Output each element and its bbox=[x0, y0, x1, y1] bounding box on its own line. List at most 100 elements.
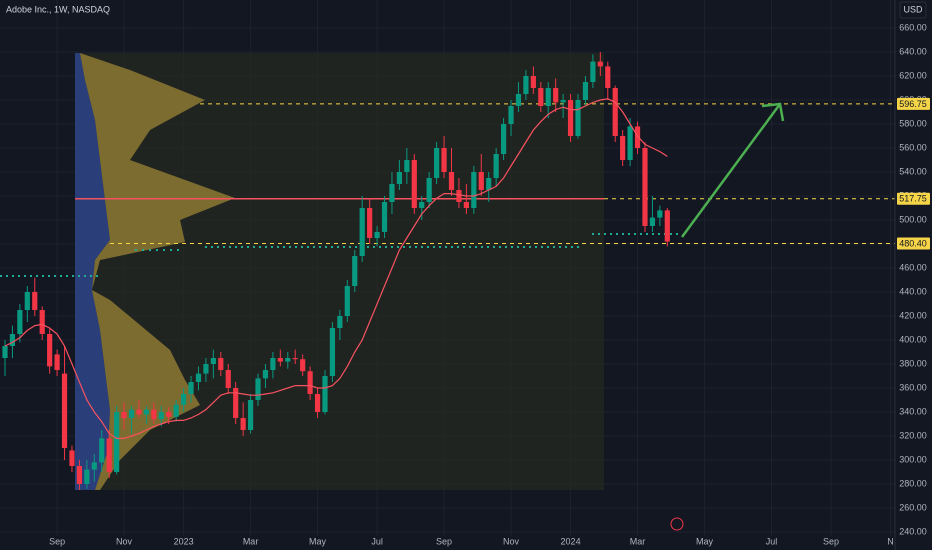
candle-body bbox=[612, 88, 618, 136]
candle-body bbox=[300, 359, 306, 372]
y-tick-label: 460.00 bbox=[899, 262, 927, 272]
candle-body bbox=[2, 346, 8, 358]
candle-body bbox=[329, 328, 336, 376]
candle-body bbox=[121, 412, 127, 418]
x-tick-label: Jul bbox=[371, 536, 383, 546]
candle-body bbox=[471, 172, 477, 208]
candle-body bbox=[649, 217, 656, 226]
x-tick-label: 2023 bbox=[174, 536, 194, 546]
candle-body bbox=[240, 418, 246, 430]
candle-body bbox=[285, 358, 291, 362]
level-label-box bbox=[897, 237, 930, 250]
candle-body bbox=[567, 100, 574, 136]
level-label-box bbox=[897, 192, 930, 205]
y-tick-label: 620.00 bbox=[899, 70, 927, 80]
candle-body bbox=[307, 371, 313, 394]
candle-body bbox=[560, 100, 566, 103]
candle-body bbox=[434, 148, 440, 178]
level-label: 480.40 bbox=[899, 238, 927, 248]
candle-body bbox=[225, 370, 231, 388]
candle-body bbox=[195, 373, 202, 382]
candle-body bbox=[255, 378, 261, 400]
y-tick-label: 500.00 bbox=[899, 214, 927, 224]
y-tick-label: 560.00 bbox=[899, 142, 927, 152]
candle-body bbox=[553, 88, 559, 103]
candle-body bbox=[106, 438, 112, 472]
candle-body bbox=[441, 148, 447, 172]
candle-body bbox=[396, 172, 403, 184]
candle-body bbox=[627, 126, 633, 160]
y-tick-label: 320.00 bbox=[899, 430, 927, 440]
currency-box[interactable] bbox=[899, 1, 927, 19]
candle-body bbox=[582, 82, 589, 100]
candle-body bbox=[247, 400, 254, 430]
candle-body bbox=[508, 106, 514, 124]
x-tick-label: May bbox=[696, 536, 714, 546]
candle-body bbox=[158, 412, 164, 420]
x-tick-label: Mar bbox=[243, 536, 259, 546]
candle-body bbox=[218, 358, 224, 370]
y-tick-label: 300.00 bbox=[899, 454, 927, 464]
candle-body bbox=[188, 382, 194, 394]
candle-body bbox=[337, 316, 343, 328]
candle-body bbox=[523, 76, 529, 94]
event-icon[interactable] bbox=[670, 517, 684, 531]
currency: USD bbox=[903, 4, 923, 14]
y-tick-label: 660.00 bbox=[899, 22, 927, 32]
candle-body bbox=[381, 202, 388, 232]
candle-body bbox=[426, 178, 432, 202]
candle-body bbox=[493, 154, 499, 178]
candle-body bbox=[270, 358, 276, 370]
candle-body bbox=[151, 409, 157, 420]
candle-body bbox=[411, 160, 417, 208]
x-tick-label: Mar bbox=[630, 536, 646, 546]
y-tick-label: 640.00 bbox=[899, 46, 927, 56]
candle-body bbox=[114, 412, 120, 472]
candle-body bbox=[47, 334, 53, 367]
candle-body bbox=[128, 409, 135, 418]
candles bbox=[2, 52, 670, 490]
candle-body bbox=[389, 184, 395, 202]
candle-body bbox=[419, 202, 425, 208]
y-tick-label: 420.00 bbox=[899, 310, 927, 320]
candle-body bbox=[32, 292, 38, 310]
y-tick-label: 380.00 bbox=[899, 358, 927, 368]
candle-body bbox=[54, 354, 60, 370]
y-tick-label: 580.00 bbox=[899, 118, 927, 128]
x-tick-label: Nov bbox=[116, 536, 133, 546]
axis-labels: 240.00 260.00 280.00 300.00 320.00 340.00 360.… bbox=[49, 22, 930, 546]
candle-body bbox=[620, 136, 626, 160]
y-tick-label: 260.00 bbox=[899, 502, 927, 512]
x-tick-label: N bbox=[887, 536, 894, 546]
price-axis bbox=[895, 0, 932, 550]
candle-body bbox=[136, 409, 142, 415]
candle-body bbox=[575, 100, 581, 136]
candle-body bbox=[277, 358, 283, 362]
candle-body bbox=[203, 364, 209, 374]
candle-body bbox=[367, 208, 373, 238]
candle-body bbox=[69, 450, 75, 466]
level-label: 596.75 bbox=[899, 99, 927, 109]
x-tick-label: Sep bbox=[823, 536, 839, 546]
candle-body bbox=[76, 466, 83, 484]
y-tick-label: 240.00 bbox=[899, 526, 927, 536]
candle-body bbox=[463, 202, 469, 208]
candle-body bbox=[634, 126, 641, 148]
candle-body bbox=[84, 469, 90, 484]
chart-title: Adobe Inc., 1W, NASDAQ bbox=[6, 4, 110, 14]
candle-body bbox=[590, 61, 596, 82]
x-tick-label: Sep bbox=[436, 536, 452, 546]
x-tick-label: Jul bbox=[766, 536, 778, 546]
x-tick-label: May bbox=[309, 536, 327, 546]
candle-body bbox=[642, 148, 648, 226]
candle-body bbox=[374, 232, 380, 238]
candle-body bbox=[91, 462, 97, 470]
candle-body bbox=[210, 358, 216, 364]
candle-body bbox=[352, 256, 358, 286]
candle-body bbox=[292, 358, 298, 360]
candle-body bbox=[664, 210, 670, 242]
candle-body bbox=[24, 292, 30, 310]
candle-body bbox=[597, 61, 603, 67]
candle-body bbox=[233, 388, 239, 418]
